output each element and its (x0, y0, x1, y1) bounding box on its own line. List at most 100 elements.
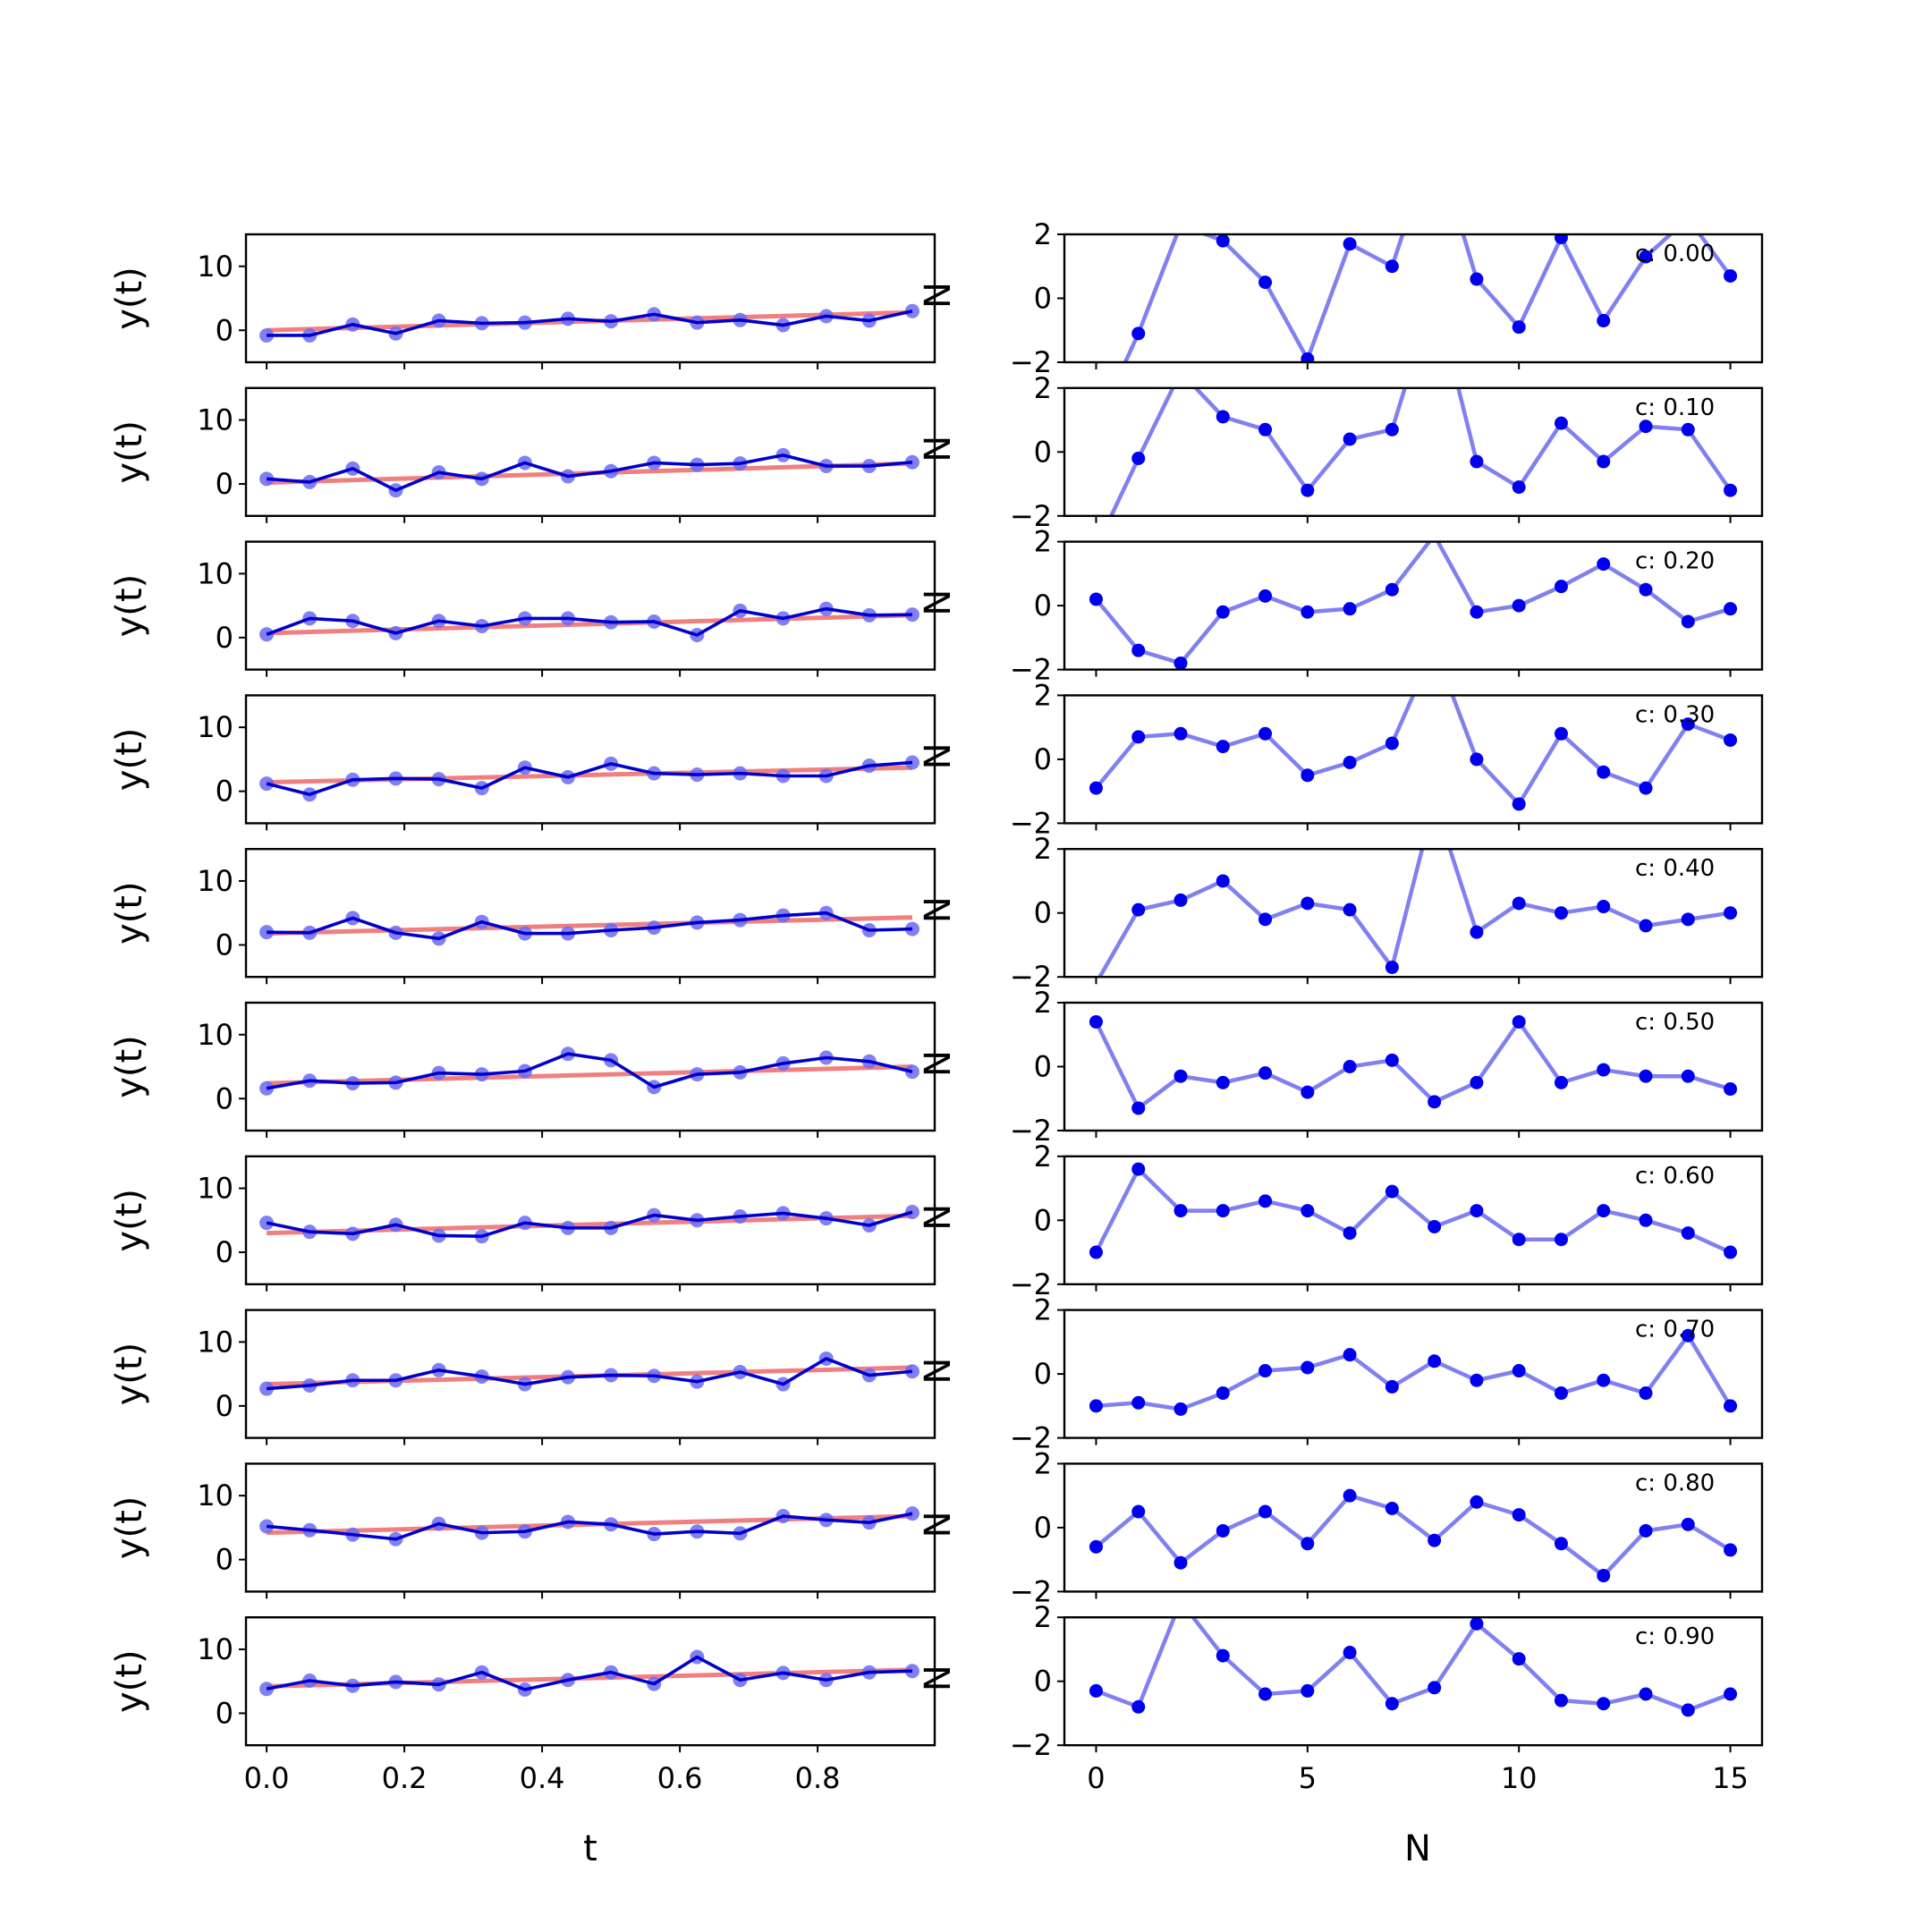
left-plot-area (259, 1351, 919, 1396)
residual-point (1216, 1648, 1230, 1663)
y-tick-label: 0 (1034, 1050, 1052, 1084)
right-panel: −2 0 2 Nc: 0.80 (918, 1446, 1764, 1608)
y-tick-label: −2 (1010, 1421, 1052, 1455)
right-plot-area (1089, 365, 1738, 555)
residual-point (1428, 1533, 1442, 1547)
residual-point (1724, 906, 1738, 920)
left-plot-area (259, 1046, 919, 1096)
residual-point (1131, 1101, 1146, 1115)
y-tick-label: −2 (1010, 345, 1052, 379)
residual-point (1258, 1066, 1273, 1080)
residual-point (1470, 1373, 1484, 1387)
residual-point (1597, 454, 1611, 469)
right-panel: −2 0 2 Nc: 0.20 (918, 525, 1764, 687)
y-tick-label: 2 (1034, 1140, 1052, 1174)
residual-point (1089, 781, 1103, 795)
residual-point (1216, 874, 1230, 888)
y-tick-label: 2 (1034, 1446, 1052, 1480)
right-plot-area (1089, 234, 1738, 433)
residual-point (1681, 422, 1695, 436)
residual-point (1089, 541, 1103, 555)
residual-point (1554, 1233, 1568, 1247)
left-plot-area (259, 1649, 919, 1697)
y-axis-label: y(t) (109, 728, 150, 792)
y-tick-label: 0 (1034, 896, 1052, 930)
residual-point (1301, 896, 1315, 911)
residual-point (1216, 1386, 1230, 1401)
residual-point (1639, 250, 1653, 264)
residual-point (1174, 365, 1188, 378)
y-axis-label: y(t) (109, 1649, 150, 1713)
residual-point (1385, 1379, 1399, 1394)
residual-point (1343, 602, 1357, 616)
residual-point (1597, 1063, 1611, 1077)
right-y-axis-label: N (918, 1511, 959, 1538)
residual-point (1639, 582, 1653, 597)
x-tick-label: 0.2 (382, 1761, 428, 1795)
y-tick-label: −2 (1010, 1114, 1052, 1148)
residual-point (1089, 419, 1103, 433)
subplot-row-7: 0 10 y(t) −2 0 2 Nc: 0.70 (109, 1293, 1764, 1455)
left-panel: 0 10 y(t) (109, 1001, 936, 1138)
residual-point (1512, 1364, 1526, 1378)
residual-point (1597, 900, 1611, 914)
y-tick-label: 0 (1034, 1203, 1052, 1237)
subplot-row-2: 0 10 y(t) −2 0 2 Nc: 0.20 (109, 525, 1764, 687)
residual-point (1681, 1069, 1695, 1083)
right-plot-area (1089, 1617, 1738, 1717)
trend-line (267, 613, 913, 636)
y-tick-label: −2 (1010, 960, 1052, 994)
residual-point (1174, 656, 1188, 670)
y-tick-label: 0 (216, 1389, 233, 1423)
residual-point (1174, 1555, 1188, 1570)
residual-point (1470, 1204, 1484, 1218)
residual-point (1216, 740, 1230, 754)
right-y-axis-label: N (918, 1050, 959, 1077)
left-x-axis-label: t (583, 1828, 597, 1869)
panel-annotation: c: 0.50 (1635, 1009, 1715, 1036)
y-tick-label: 0 (1034, 589, 1052, 623)
right-y-axis-label: N (918, 436, 959, 462)
residual-point (1343, 902, 1357, 917)
residual-point (1470, 752, 1484, 767)
residual-line (1123, 234, 1733, 362)
y-tick-label: 0 (216, 467, 233, 501)
right-panel: −2 0 2 Nc: 0.40 (918, 832, 1764, 994)
residual-point (1301, 768, 1315, 783)
y-tick-label: 0 (216, 313, 233, 347)
residual-point (1724, 268, 1738, 283)
left-axes-frame (244, 1155, 936, 1286)
x-tick-label: 10 (1501, 1761, 1538, 1795)
y-tick-label: 2 (1034, 1600, 1052, 1634)
residual-point (1131, 902, 1146, 917)
series-line (266, 606, 913, 637)
y-axis-label: y(t) (109, 267, 150, 330)
y-tick-label: 0 (216, 621, 233, 655)
left-axes-frame (244, 386, 936, 517)
residual-point (1216, 1204, 1230, 1218)
right-panel: −2 0 2 0 5 10 15 Nc: 0.90 (918, 1600, 1764, 1795)
panel-annotation: c: 0.40 (1635, 855, 1715, 882)
panel-annotation: c: 0.90 (1635, 1623, 1715, 1650)
residual-point (1385, 1501, 1399, 1515)
x-tick-label: 5 (1299, 1761, 1317, 1795)
residual-point (1554, 1537, 1568, 1551)
residual-point (1512, 797, 1526, 811)
y-tick-label: −2 (1010, 806, 1052, 840)
panel-annotation: c: 0.20 (1635, 548, 1715, 575)
residual-point (1597, 314, 1611, 328)
residual-point (1724, 1687, 1738, 1701)
residual-point (1554, 1693, 1568, 1707)
residual-point (1216, 234, 1230, 248)
residual-point (1174, 893, 1188, 907)
y-tick-label: 10 (197, 1479, 233, 1513)
residual-point (1512, 1233, 1526, 1247)
series-line (266, 1052, 913, 1090)
left-axes-frame (244, 1309, 936, 1439)
residual-point (1258, 275, 1273, 290)
residual-line (1095, 1493, 1732, 1578)
residual-line (1094, 1166, 1732, 1255)
residual-point (1301, 605, 1315, 619)
residual-point (1597, 1697, 1611, 1711)
left-panel: 0 10 y(t) (109, 1462, 936, 1599)
